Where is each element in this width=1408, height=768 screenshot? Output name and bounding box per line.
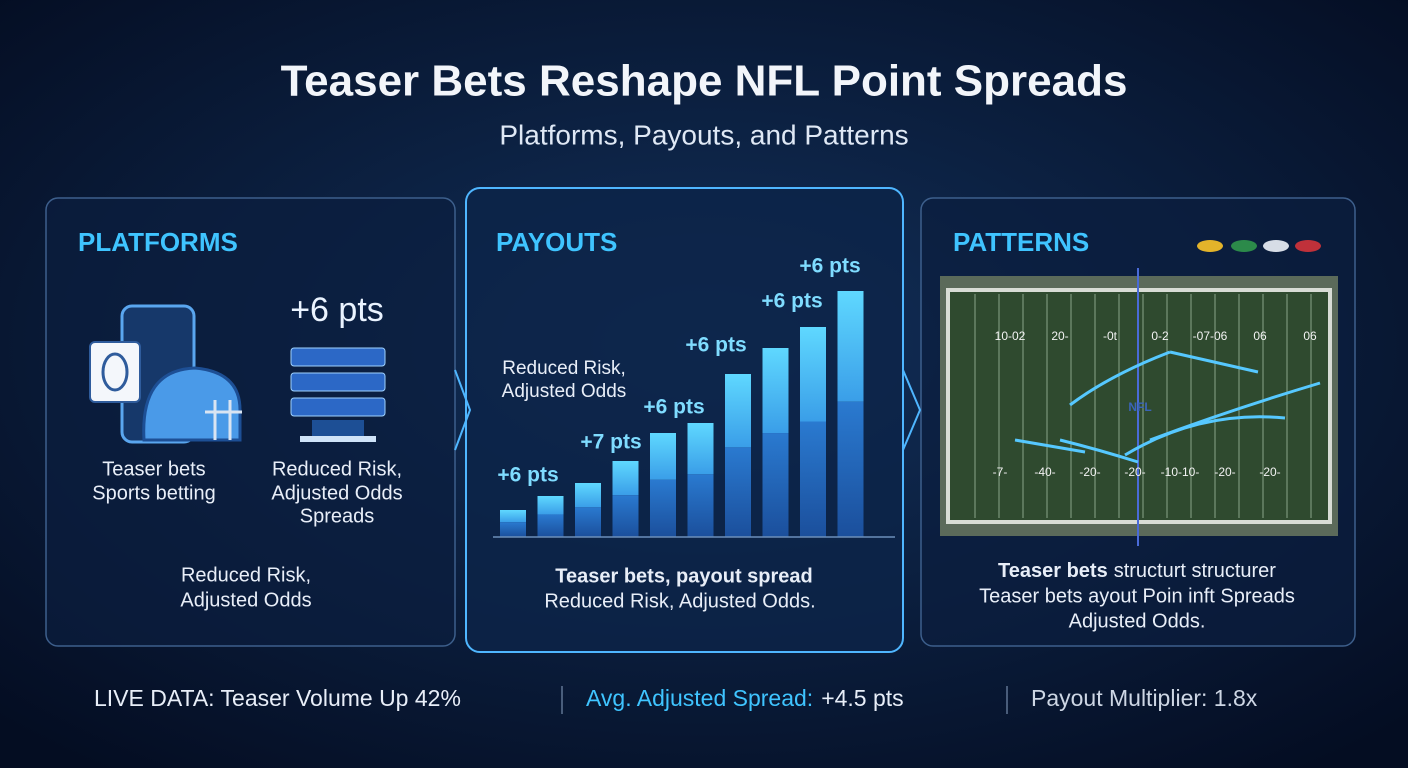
bar-top xyxy=(500,510,526,523)
bar-label: +6 pts xyxy=(799,255,860,278)
bar-label: +6 pts xyxy=(761,290,822,313)
phone-icon xyxy=(89,304,242,444)
yard-number: 06 xyxy=(1253,329,1267,343)
bar-bottom xyxy=(725,447,751,537)
yard-number: -20- xyxy=(1079,465,1100,479)
caption: Adjusted Odds xyxy=(271,482,402,504)
panel-footer: Adjusted Odds xyxy=(180,589,311,611)
bar-bottom xyxy=(837,401,864,537)
yard-number: -20- xyxy=(1124,465,1145,479)
bar-label: +6 pts xyxy=(643,396,704,419)
connector xyxy=(454,369,922,451)
yard-number: -0t xyxy=(1103,329,1118,343)
yard-number: 0-2 xyxy=(1151,329,1169,343)
panel-heading: PATTERNS xyxy=(953,227,1089,257)
bar-label: +6 pts xyxy=(497,464,558,487)
ticker-item: Payout Multiplier: 1.8x xyxy=(1031,685,1258,711)
yard-number: -10-10- xyxy=(1161,465,1200,479)
title: Teaser Bets Reshape NFL Point Spreads xyxy=(281,57,1128,106)
panel-footer: Teaser bets, payout spread xyxy=(555,565,813,587)
field-lines: 10-02 20- -0t 0-2 -07-06 06 06-7- -40- -20- -20- -… xyxy=(974,268,1317,546)
bar-group xyxy=(500,291,864,537)
bar-bottom xyxy=(612,495,639,537)
server-icon xyxy=(290,347,386,442)
play-arrows xyxy=(1014,350,1321,464)
badge: +6 pts xyxy=(290,291,384,329)
footer-text: structurt structurer xyxy=(1114,560,1277,582)
yard-number: -07-06 xyxy=(1193,329,1228,343)
bar-bottom xyxy=(537,514,564,537)
caption: Sports betting xyxy=(92,482,215,504)
yard-number: -20- xyxy=(1214,465,1235,479)
caption: Spreads xyxy=(300,505,375,527)
yard-number: -20- xyxy=(1259,465,1280,479)
bar-top xyxy=(762,348,789,434)
panel-footer: Reduced Risk, Adjusted Odds. xyxy=(544,590,815,612)
subtitle: Platforms, Payouts, and Patterns xyxy=(499,119,908,150)
yard-number: -40- xyxy=(1034,465,1055,479)
bar-label: +6 pts xyxy=(685,334,746,357)
note: Adjusted Odds xyxy=(502,381,627,402)
yard-number: 06 xyxy=(1303,329,1317,343)
yard-number: 20- xyxy=(1051,329,1068,343)
bar-bottom xyxy=(687,474,714,537)
bar-label: +7 pts xyxy=(580,431,641,454)
bar-top xyxy=(725,374,751,448)
panel-footer: Teaser bets structurt structurer xyxy=(998,560,1276,582)
team-logos xyxy=(1197,240,1321,252)
ticker-item: LIVE DATA: Teaser Volume Up 42% xyxy=(94,685,461,711)
bar-bottom xyxy=(575,507,601,537)
bar-top xyxy=(687,423,714,475)
ticker-label: Avg. Adjusted Spread: xyxy=(586,685,813,711)
yard-number: 10-02 xyxy=(995,329,1026,343)
caption: Teaser bets xyxy=(102,458,205,480)
bar-top xyxy=(537,496,564,515)
bar-bottom xyxy=(500,522,526,537)
yard-number: -7- xyxy=(993,465,1008,479)
bar-top xyxy=(837,291,864,402)
panel-heading: PLATFORMS xyxy=(78,227,238,257)
panel-heading: PAYOUTS xyxy=(496,227,617,257)
logo: NFL xyxy=(1128,400,1151,414)
bar-top xyxy=(800,327,826,422)
caption: Reduced Risk, xyxy=(272,458,402,480)
ticker-item: Avg. Adjusted Spread: +4.5 pts xyxy=(586,685,904,711)
ticker-value: +4.5 pts xyxy=(821,685,903,711)
footer-lead: Teaser bets xyxy=(998,560,1108,582)
bar-top xyxy=(650,433,676,480)
bar-bottom xyxy=(650,479,676,537)
note: Reduced Risk, xyxy=(502,358,626,379)
panel-footer: Reduced Risk, xyxy=(181,564,311,586)
panel-footer: Adjusted Odds. xyxy=(1069,610,1206,632)
panel-footer: Teaser bets ayout Poin inft Spreads xyxy=(979,585,1295,607)
bar-bottom xyxy=(800,421,826,537)
bar-bottom xyxy=(762,433,789,537)
bar-top xyxy=(612,461,639,496)
bar-top xyxy=(575,483,601,508)
